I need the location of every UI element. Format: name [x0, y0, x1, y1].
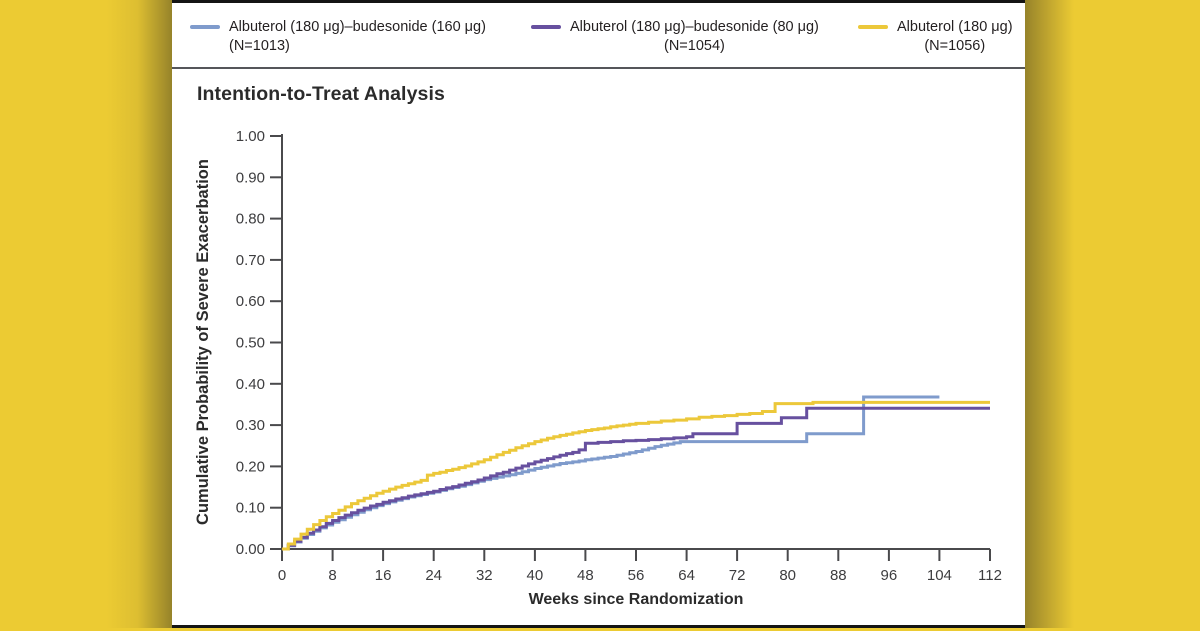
y-tick-label: 0.80	[236, 211, 265, 228]
legend-label-n: (N=1013)	[229, 38, 290, 54]
axis-spines	[281, 134, 990, 550]
yellow-background-left	[0, 0, 172, 628]
legend-item-albuterol: Albuterol (180 μg) (N=1056)	[858, 18, 1013, 56]
x-tick-label: 64	[678, 567, 695, 584]
x-tick-label: 0	[278, 567, 286, 584]
series-layer	[282, 395, 990, 551]
series-curve-0	[282, 395, 940, 551]
y-tick-label: 0.00	[236, 541, 265, 558]
legend-label-line1: Albuterol (180 μg)	[897, 19, 1013, 35]
x-tick-label: 8	[328, 567, 336, 584]
figure-panel: Albuterol (180 μg)–budesonide (160 μg) (…	[172, 0, 1025, 628]
legend-item-albuterol-budesonide-80: Albuterol (180 μg)–budesonide (80 μg) (N…	[531, 18, 819, 56]
y-tick-label: 0.50	[236, 335, 265, 352]
series-curve-2	[282, 400, 990, 551]
series-curve-1	[282, 406, 990, 551]
y-tick-label: 0.30	[236, 417, 265, 434]
legend-label-line1: Albuterol (180 μg)–budesonide (160 μg)	[229, 19, 486, 35]
x-tick-label: 104	[927, 567, 952, 584]
y-tick-label: 0.90	[236, 169, 265, 186]
legend-divider-line	[172, 67, 1025, 69]
legend-label: Albuterol (180 μg)–budesonide (160 μg) (…	[229, 18, 486, 56]
legend-label-n: (N=1054)	[664, 38, 725, 54]
y-tick-label: 0.60	[236, 293, 265, 310]
x-tick-label: 24	[425, 567, 442, 584]
y-tick-label: 1.00	[236, 128, 265, 145]
x-tick-label: 16	[375, 567, 392, 584]
y-tick-label: 0.10	[236, 500, 265, 517]
yellow-background-right	[1025, 0, 1200, 628]
legend-swatch-blue	[190, 25, 220, 29]
legend-label: Albuterol (180 μg) (N=1056)	[897, 18, 1013, 56]
x-tick-label: 72	[729, 567, 746, 584]
x-tick-label: 96	[881, 567, 898, 584]
x-axis-title: Weeks since Randomization	[529, 591, 744, 608]
legend-label-line1: Albuterol (180 μg)–budesonide (80 μg)	[570, 19, 819, 35]
x-tick-label: 32	[476, 567, 493, 584]
x-tick-label: 88	[830, 567, 847, 584]
x-tick-label: 48	[577, 567, 594, 584]
legend-label-n: (N=1056)	[924, 38, 986, 54]
chart-legend: Albuterol (180 μg)–budesonide (160 μg) (…	[172, 3, 1025, 67]
legend-item-albuterol-budesonide-160: Albuterol (180 μg)–budesonide (160 μg) (…	[190, 18, 486, 56]
legend-swatch-yellow	[858, 25, 888, 29]
x-tick-label: 40	[527, 567, 544, 584]
legend-label: Albuterol (180 μg)–budesonide (80 μg) (N…	[570, 18, 819, 56]
x-tick-label: 56	[628, 567, 645, 584]
panel-title: Intention-to-Treat Analysis	[197, 83, 445, 105]
x-tick-label: 80	[779, 567, 796, 584]
y-tick-label: 0.40	[236, 376, 265, 393]
legend-swatch-purple	[531, 25, 561, 29]
y-tick-label: 0.20	[236, 458, 265, 475]
y-axis-title: Cumulative Probability of Severe Exacerb…	[194, 159, 212, 525]
x-tick-label: 112	[978, 567, 1002, 584]
y-tick-label: 0.70	[236, 252, 265, 269]
km-curve-chart: 0.00 0.10 0.20 0.30 0.40 0.50 0.60 0.70 0.80 0.90…	[194, 128, 1002, 608]
